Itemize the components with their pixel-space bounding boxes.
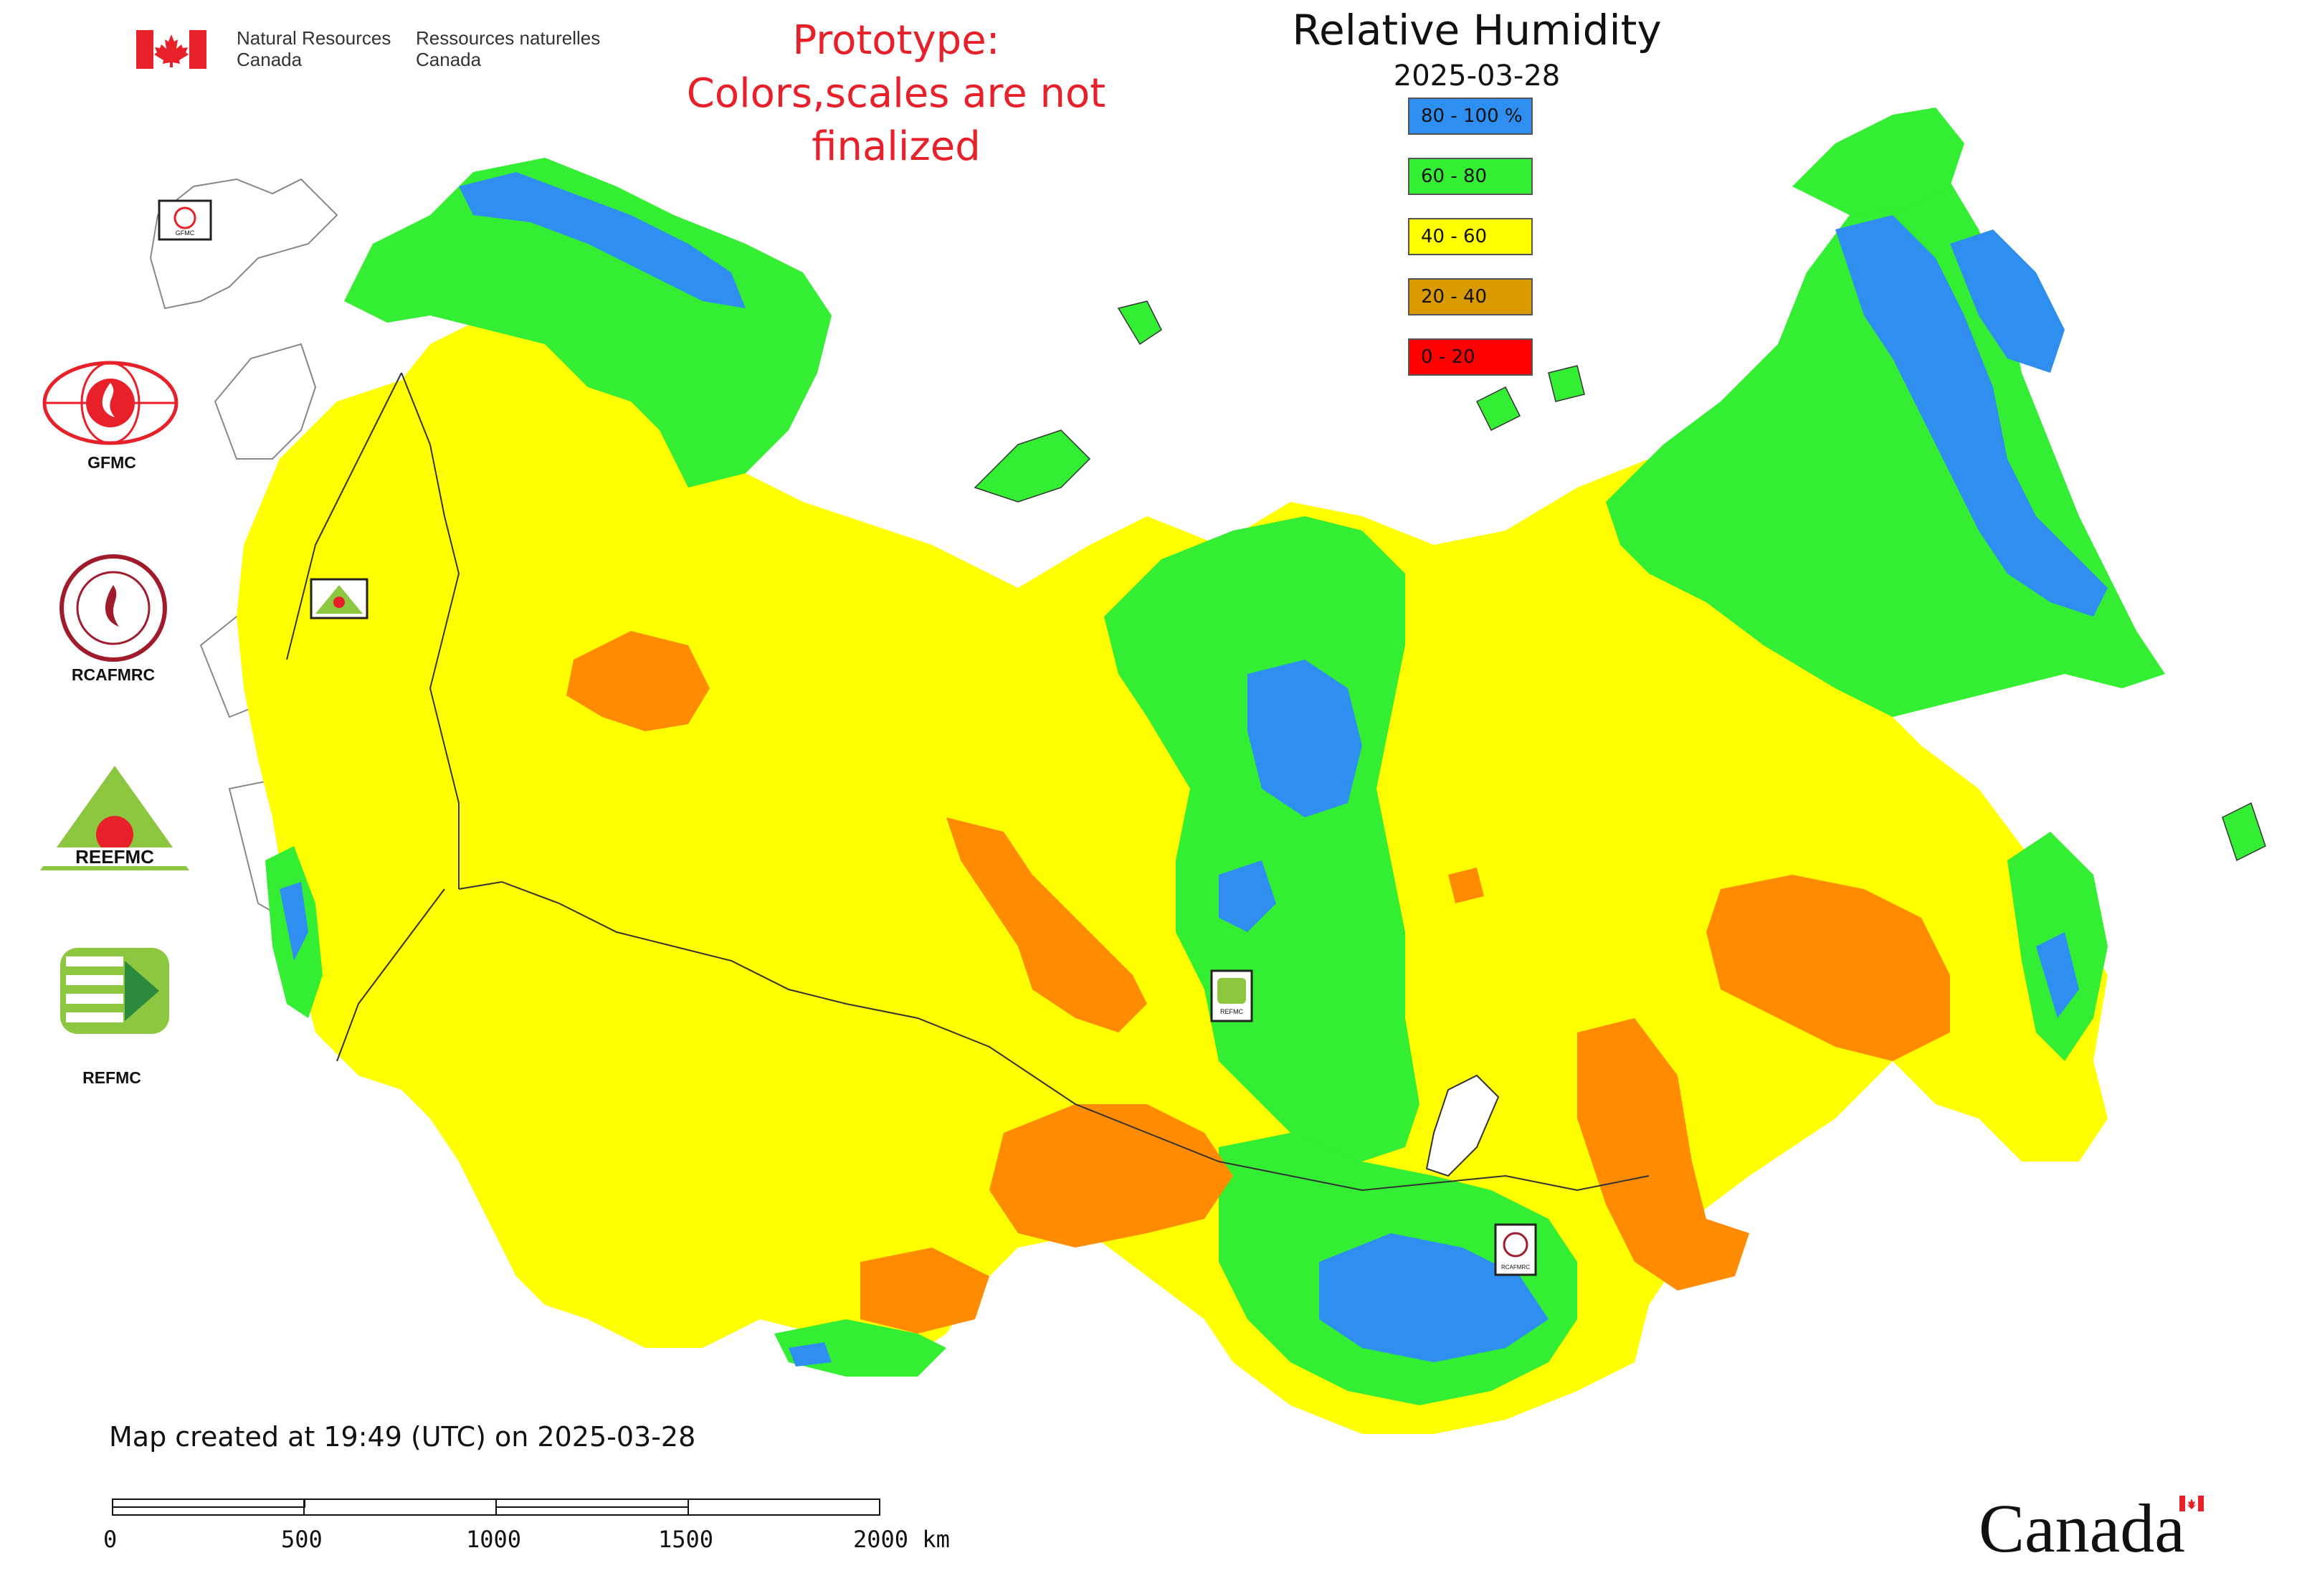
reefmc-logo-icon: REEFMC (39, 766, 191, 870)
zone-20-40-moscow (566, 631, 710, 731)
zone-80-100-kamchatka (1950, 229, 2065, 373)
refmc-logo-icon (60, 948, 169, 1034)
legend-label: 80 - 100 % (1421, 105, 1523, 127)
legend-item-60-80: 60 - 80 (1408, 158, 1533, 195)
map-created-timestamp: Map created at 19:49 (UTC) on 2025-03-28 (109, 1421, 696, 1453)
org-en-line2: Canada (237, 49, 303, 70)
rcafmrc-marker: RCAFMRC (1494, 1223, 1537, 1276)
zone-20-40-mongolia (1577, 1018, 1749, 1291)
rcafmrc-label: RCAFMRC (71, 665, 156, 684)
zone-80-100-pacific-coast (2036, 932, 2079, 1018)
canada-wordmark-flag-icon (2179, 1496, 2204, 1511)
zone-80-100-kola (459, 172, 746, 308)
org-name-english: Natural Resources Canada (237, 27, 391, 70)
zone-60-80-northwest (344, 158, 832, 488)
zone-80-100-central-asia (789, 1342, 832, 1367)
rcafmrc-logo-icon (60, 554, 167, 662)
prototype-line1: Prototype: (792, 17, 1000, 64)
prototype-line2: Colors,scales are not finalized (686, 70, 1106, 170)
legend: 80 - 100 % 60 - 80 40 - 60 20 - 40 0 - 2… (1408, 98, 1537, 399)
org-en-line1: Natural Resources (237, 27, 391, 49)
scale-tick-500: 500 (281, 1526, 323, 1553)
org-name-french: Ressources naturelles Canada (416, 27, 600, 70)
legend-item-80-100: 80 - 100 % (1408, 98, 1533, 135)
lake-baikal (1425, 1074, 1500, 1177)
legend-label: 0 - 20 (1421, 346, 1475, 368)
zone-60-80-chukotka (1792, 108, 1964, 215)
zone-80-100-westsiberia (1247, 660, 1362, 817)
prototype-notice: Prototype: Colors,scales are not finaliz… (645, 14, 1147, 174)
zone-80-100-south-siberia (1319, 1233, 1549, 1362)
refmc-marker: REFMC (1210, 969, 1253, 1022)
legend-item-20-40: 20 - 40 (1408, 278, 1533, 315)
country-borders (286, 372, 1650, 1192)
legend-item-0-20: 0 - 20 (1408, 338, 1533, 376)
zone-20-40-south-central (989, 1104, 1233, 1248)
gfmc-label: GFMC (87, 453, 136, 472)
gfmc-marker: GFMC (158, 199, 212, 241)
scale-bar (112, 1498, 880, 1516)
map-title: Relative Humidity (1292, 6, 1662, 54)
refmc-marker-label: REFMC (1220, 1008, 1243, 1015)
zone-20-40-yakutia (1448, 868, 1484, 903)
canada-wordmark: Canada (1979, 1490, 2185, 1567)
org-fr-line2: Canada (416, 49, 482, 70)
org-fr-line1: Ressources naturelles (416, 27, 601, 49)
gfmc-logo-icon (42, 361, 179, 445)
arctic-islands (974, 300, 2266, 862)
legend-label: 20 - 40 (1421, 286, 1488, 308)
canada-flag-icon (136, 30, 206, 69)
reefmc-wordmark: REEFMC (75, 846, 154, 868)
rcafmrc-marker-label: RCAFMRC (1501, 1264, 1530, 1270)
zone-80-100-caucasus (280, 882, 308, 961)
scale-tick-1500: 1500 (658, 1526, 714, 1553)
scale-tick-1000: 1000 (466, 1526, 522, 1553)
zone-20-40-aral (860, 1248, 989, 1334)
gfmc-marker-label: GFMC (176, 229, 195, 237)
zone-20-40-amur (1706, 875, 1950, 1061)
zone-20-40-kazakhstan (946, 817, 1147, 1032)
scale-tick-0: 0 (103, 1526, 118, 1553)
zone-80-100-westsiberia-2 (1219, 860, 1276, 932)
legend-label: 40 - 60 (1421, 226, 1488, 247)
legend-label: 60 - 80 (1421, 166, 1488, 187)
map-date: 2025-03-28 (1393, 60, 1561, 92)
scale-tick-2000: 2000 km (853, 1526, 950, 1553)
zone-80-100-fareast (1835, 215, 2108, 617)
reefmc-marker (310, 578, 368, 619)
refmc-label: REFMC (82, 1068, 141, 1087)
legend-item-40-60: 40 - 60 (1408, 218, 1533, 255)
zone-60-80-westsiberia (1104, 516, 1419, 1162)
